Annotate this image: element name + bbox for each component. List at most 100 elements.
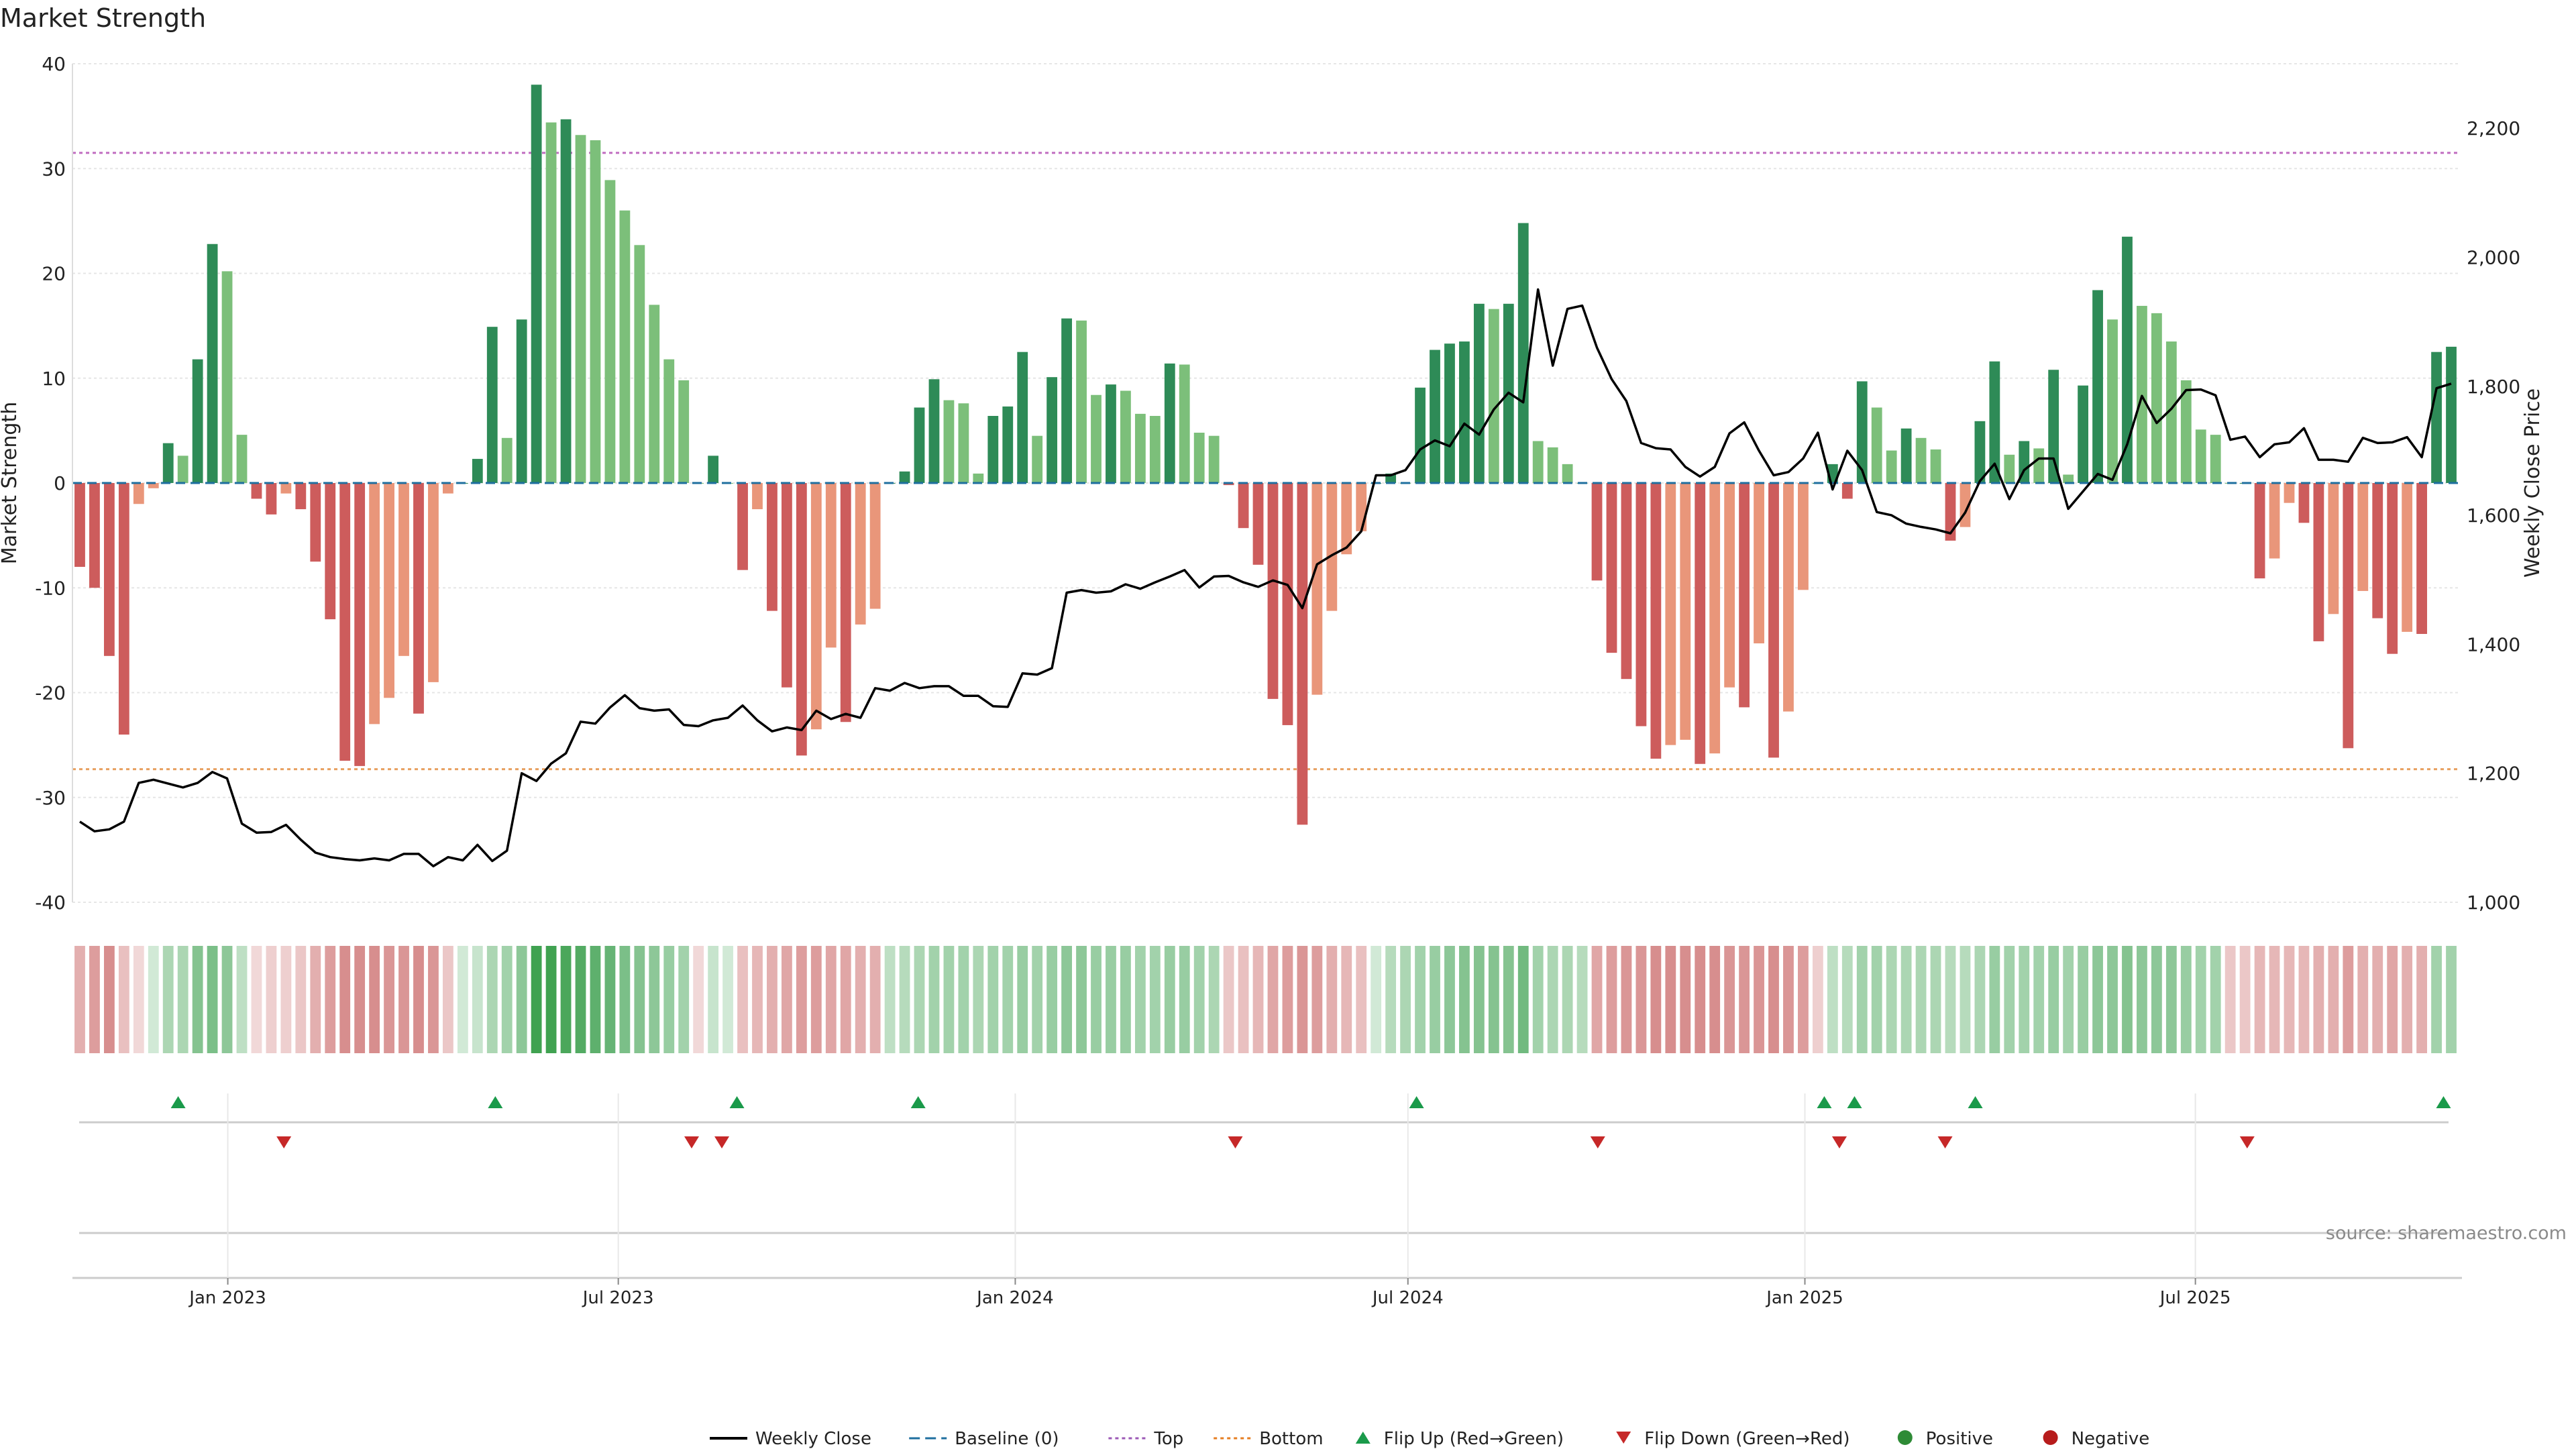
heat-cell [1371, 946, 1382, 1053]
heat-cell [1238, 946, 1249, 1053]
heat-cell [1856, 946, 1868, 1053]
strength-bar [428, 483, 439, 682]
heat-cell [1164, 946, 1175, 1053]
legend-label: Flip Down (Green→Red) [1644, 1429, 1849, 1449]
strength-bar [825, 483, 837, 648]
strength-bar [1341, 483, 1352, 555]
heat-cell [531, 946, 542, 1053]
strength-bar [1856, 381, 1868, 483]
strength-bar [1547, 447, 1558, 483]
heat-cell [1473, 946, 1485, 1053]
heat-cell [987, 946, 999, 1053]
heat-cell [1621, 946, 1632, 1053]
strength-bar [1635, 483, 1647, 727]
strength-bar [973, 473, 984, 483]
strength-bar [1709, 483, 1721, 754]
heat-cell [1179, 946, 1190, 1053]
strength-bar [531, 85, 542, 483]
y-tick-label: -40 [35, 892, 66, 914]
reference-lines [72, 152, 2459, 771]
legend-label: Top [1153, 1429, 1183, 1449]
heat-cell [207, 946, 218, 1053]
strength-bar [89, 483, 100, 588]
heat-cell [2165, 946, 2177, 1053]
strength-bar [1488, 309, 1499, 483]
strength-bar [177, 455, 189, 483]
heat-cell [1223, 946, 1234, 1053]
heat-cell [1783, 946, 1794, 1053]
heat-cell [118, 946, 129, 1053]
heat-cell [1208, 946, 1220, 1053]
strength-bar [442, 483, 453, 494]
heat-cell [1606, 946, 1617, 1053]
strength-bar [1974, 421, 1986, 483]
y2-axis-label: Weekly Close Price [2521, 388, 2544, 578]
heat-cell [1635, 946, 1647, 1053]
heat-cell [1400, 946, 1411, 1053]
y2-tick-label: 1,000 [2467, 892, 2520, 914]
heat-cell [1945, 946, 1956, 1053]
strength-bar [1532, 441, 1544, 483]
strength-bar [2107, 319, 2118, 483]
heat-cell [590, 946, 601, 1053]
strength-bar [2063, 474, 2074, 483]
heat-cell [1282, 946, 1293, 1053]
heat-cell [1149, 946, 1161, 1053]
strength-bar [678, 380, 690, 483]
strength-bar [1430, 350, 1440, 483]
heat-cell [634, 946, 645, 1053]
strength-bar [2195, 429, 2206, 483]
flip-down-marker [276, 1136, 292, 1148]
legend-item: Top [1108, 1429, 1183, 1449]
strength-bar [2372, 483, 2383, 619]
heat-cell [1517, 946, 1529, 1053]
heat-cell [1547, 946, 1558, 1053]
heat-cell [781, 946, 792, 1053]
heat-cell [1459, 946, 1470, 1053]
heat-cell [148, 946, 159, 1053]
heat-cell [1739, 946, 1750, 1053]
flip-down-marker [714, 1136, 730, 1148]
heat-cell [2402, 946, 2413, 1053]
strength-bar [1724, 483, 1735, 688]
strength-bar [103, 483, 115, 656]
strength-bar [1665, 483, 1676, 745]
strength-bar [1223, 483, 1234, 486]
heat-cell [103, 946, 115, 1053]
strength-bar [1149, 416, 1161, 483]
flip-up-marker [729, 1096, 745, 1108]
heat-cell [958, 946, 969, 1053]
heat-cell [943, 946, 955, 1053]
heat-cell [2151, 946, 2162, 1053]
heat-cell [619, 946, 631, 1053]
strength-bar [1164, 363, 1175, 483]
strength-bar [943, 400, 955, 483]
flip-up-marker [170, 1096, 186, 1108]
strength-bar [1326, 483, 1338, 611]
heat-cell [1061, 946, 1072, 1053]
source-note: source: sharemaestro.com [2326, 1223, 2567, 1244]
strength-bar [251, 483, 262, 499]
heat-cell [767, 946, 777, 1053]
strength-bar [207, 244, 218, 483]
legend-item: Flip Down (Green→Red) [1616, 1429, 1850, 1449]
heat-cell [501, 946, 513, 1053]
strength-bar [1473, 303, 1485, 483]
heat-cell [1812, 946, 1823, 1053]
heat-cell [1297, 946, 1308, 1053]
strength-bar [2387, 483, 2398, 654]
heat-cell [1960, 946, 1971, 1053]
strength-bar [221, 271, 233, 483]
strength-bar [1106, 384, 1116, 483]
heat-cell [545, 946, 557, 1053]
heat-cell [2269, 946, 2280, 1053]
strength-bar [2122, 236, 2133, 483]
strength-bar [590, 140, 601, 483]
heat-cell [1989, 946, 2000, 1053]
strength-bar [192, 359, 203, 483]
heat-cell [1444, 946, 1455, 1053]
flip-markers [79, 1096, 2451, 1234]
flip-up-marker [1409, 1096, 1424, 1108]
heat-cell [2343, 946, 2354, 1053]
heat-cell [428, 946, 439, 1053]
